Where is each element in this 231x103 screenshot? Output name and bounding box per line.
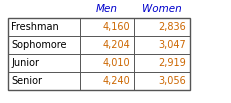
Bar xyxy=(8,18,189,90)
Text: 4,160: 4,160 xyxy=(102,22,129,32)
Text: 2,836: 2,836 xyxy=(158,22,185,32)
Text: 3,047: 3,047 xyxy=(158,40,185,50)
Text: Men: Men xyxy=(96,4,118,14)
Text: Sophomore: Sophomore xyxy=(11,40,66,50)
Text: Senior: Senior xyxy=(11,76,42,86)
Text: 2,919: 2,919 xyxy=(158,58,185,68)
Text: 4,010: 4,010 xyxy=(102,58,129,68)
Text: Freshman: Freshman xyxy=(11,22,58,32)
Bar xyxy=(8,18,189,90)
Text: Women: Women xyxy=(142,4,181,14)
Text: 4,204: 4,204 xyxy=(102,40,129,50)
Text: 3,056: 3,056 xyxy=(158,76,185,86)
Text: Junior: Junior xyxy=(11,58,39,68)
Text: 4,240: 4,240 xyxy=(102,76,129,86)
